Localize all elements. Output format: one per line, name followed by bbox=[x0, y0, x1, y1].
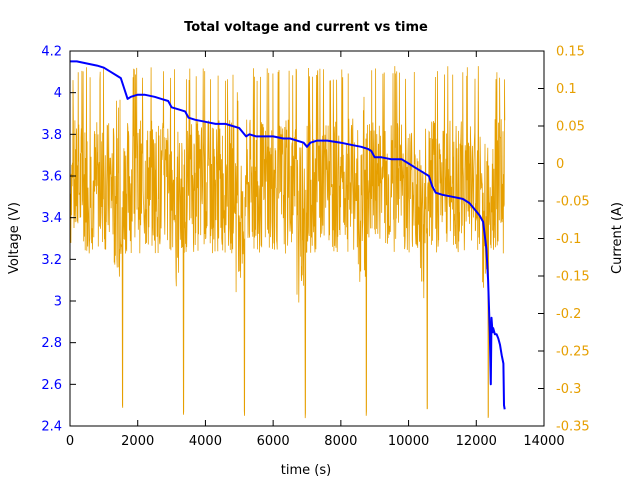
current-series bbox=[69, 66, 506, 419]
right-tick-label: 0.05 bbox=[556, 120, 585, 135]
bottom-tick-label: 2000 bbox=[121, 434, 154, 449]
left-tick-label: 3.4 bbox=[41, 211, 62, 226]
y-axis-label-right: Current (A) bbox=[610, 202, 625, 274]
chart-title: Total voltage and current vs time bbox=[184, 20, 428, 35]
left-tick-label: 2.8 bbox=[41, 336, 62, 351]
right-tick-label: -0.35 bbox=[556, 420, 590, 435]
right-tick-label: -0.05 bbox=[556, 195, 590, 210]
left-axis-ticks: 2.4 2.6 2.8 3 3.2 3.4 3.6 3.8 4 4.2 bbox=[41, 45, 76, 435]
left-tick-label: 4 bbox=[54, 86, 62, 101]
left-tick-label: 3 bbox=[54, 295, 62, 310]
left-tick-label: 2.4 bbox=[41, 420, 62, 435]
right-tick-label: -0.2 bbox=[556, 307, 581, 322]
current-line bbox=[69, 66, 506, 419]
right-tick-label: -0.3 bbox=[556, 382, 581, 397]
bottom-tick-label: 14000 bbox=[523, 434, 564, 449]
right-tick-label: -0.1 bbox=[556, 232, 581, 247]
right-tick-label: -0.25 bbox=[556, 345, 590, 360]
right-tick-label: -0.15 bbox=[556, 270, 590, 285]
y-axis-label-left: Voltage (V) bbox=[7, 202, 22, 274]
bottom-tick-label: 4000 bbox=[189, 434, 222, 449]
bottom-axis-ticks: 0 2000 4000 6000 8000 10000 12000 14000 bbox=[66, 51, 565, 449]
left-tick-label: 3.6 bbox=[41, 170, 62, 185]
bottom-tick-label: 0 bbox=[66, 434, 74, 449]
right-tick-label: 0 bbox=[556, 157, 564, 172]
left-tick-label: 3.8 bbox=[41, 128, 62, 143]
right-tick-label: 0.1 bbox=[556, 82, 577, 97]
right-axis-ticks: -0.35 -0.3 -0.25 -0.2 -0.15 -0.1 -0.05 0 0.05 0.1… bbox=[538, 45, 590, 435]
bottom-tick-label: 8000 bbox=[324, 434, 357, 449]
voltage-line bbox=[70, 60, 506, 410]
right-tick-label: 0.15 bbox=[556, 45, 585, 60]
voltage-series bbox=[70, 60, 506, 410]
bottom-tick-label: 10000 bbox=[388, 434, 429, 449]
left-tick-label: 3.2 bbox=[41, 253, 62, 268]
x-axis-label: time (s) bbox=[281, 463, 331, 478]
bottom-tick-label: 6000 bbox=[257, 434, 290, 449]
left-tick-label: 4.2 bbox=[41, 45, 62, 60]
bottom-tick-label: 12000 bbox=[456, 434, 497, 449]
left-tick-label: 2.6 bbox=[41, 378, 62, 393]
